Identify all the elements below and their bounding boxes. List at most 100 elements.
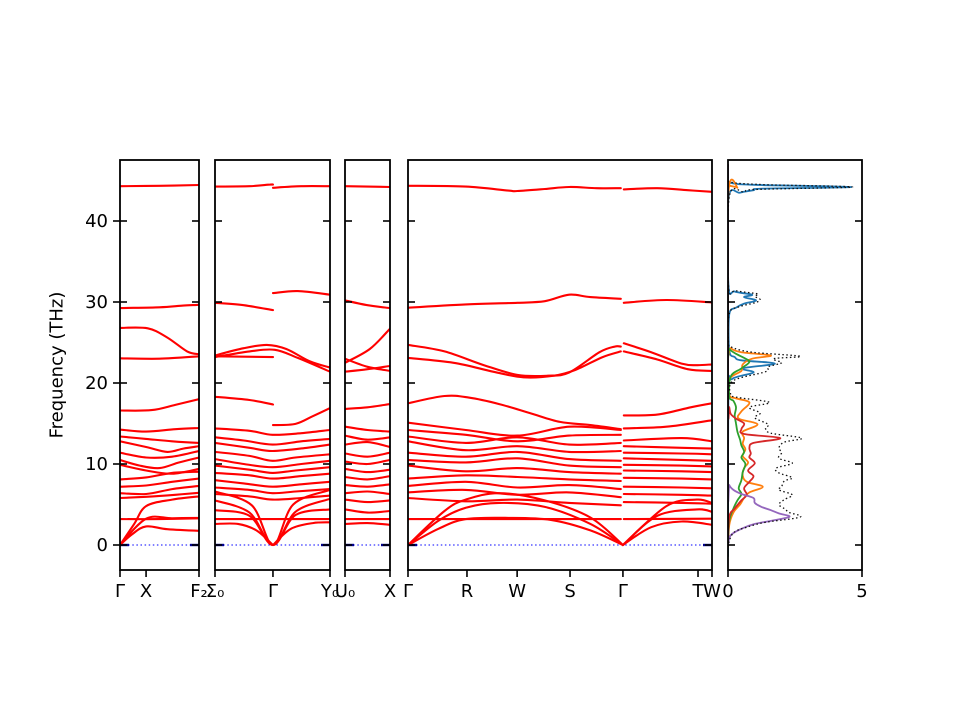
phonon-band xyxy=(215,492,330,501)
phonon-band xyxy=(215,471,330,480)
dos-x-tick-label: 0 xyxy=(722,581,733,602)
phonon-band xyxy=(622,350,712,372)
phonon-band xyxy=(622,298,712,304)
phonon-band xyxy=(120,477,199,488)
kpoint-label: Y₀ xyxy=(320,581,339,602)
kpoint-label: Γ xyxy=(115,581,125,602)
phonon-band xyxy=(622,437,712,443)
phonon-band xyxy=(345,451,390,458)
panel-frame xyxy=(119,159,200,571)
total-dos xyxy=(728,164,854,547)
phonon-band xyxy=(408,440,622,454)
phonon-band xyxy=(120,449,199,459)
y-tick-label: 10 xyxy=(85,454,108,475)
phonon-band xyxy=(120,355,199,360)
phonon-band xyxy=(408,501,624,547)
y-tick-label: 20 xyxy=(85,373,108,394)
kpoint-label: Γ xyxy=(268,581,278,602)
phonon-band xyxy=(622,501,712,505)
phonon-band xyxy=(622,402,712,417)
phonon-band xyxy=(215,497,330,547)
phonon-band xyxy=(622,469,712,474)
phonon-band xyxy=(622,419,712,430)
kpoint-label: W xyxy=(508,581,526,602)
phonon-band xyxy=(215,348,330,373)
kpoint-label: S xyxy=(564,581,575,602)
phonon-band xyxy=(345,327,390,364)
phonon-band xyxy=(408,421,622,437)
phonon-band xyxy=(408,480,622,491)
phonon-band xyxy=(622,342,712,367)
kpoint-label: Γ xyxy=(618,581,628,602)
phonon-band xyxy=(408,184,622,193)
phonon-band xyxy=(120,484,199,496)
phonon-band xyxy=(622,451,712,456)
phonon-band xyxy=(408,450,622,462)
phonon-band xyxy=(345,458,390,466)
y-tick-label: 40 xyxy=(85,211,108,232)
phonon-band xyxy=(622,492,712,497)
kpoint-label: T xyxy=(692,581,705,602)
phonon-band xyxy=(408,293,622,309)
phonon-band xyxy=(215,427,330,436)
phonon-band xyxy=(408,492,624,547)
phonon-band xyxy=(622,457,712,462)
kpoint-label: X xyxy=(140,581,152,602)
phonon-band xyxy=(621,520,712,547)
phonon-band xyxy=(215,450,330,462)
phonon-band xyxy=(408,474,622,483)
phonon-band xyxy=(345,357,390,372)
phonon-band xyxy=(215,486,330,495)
phonon-band xyxy=(345,185,390,189)
phonon-band xyxy=(215,488,330,547)
phonon-band xyxy=(215,458,330,469)
band-lines xyxy=(345,185,390,526)
phonon-band xyxy=(345,508,390,514)
y-tick-label: 30 xyxy=(85,292,108,313)
phonon-band xyxy=(408,428,622,443)
band-lines xyxy=(215,183,330,547)
phonon-band xyxy=(120,326,199,356)
phonon-band xyxy=(345,483,390,488)
phonon-band xyxy=(408,457,622,469)
pdos-green xyxy=(728,164,751,548)
panel-frame xyxy=(344,159,391,571)
phonon-band xyxy=(215,183,275,188)
phonon-band xyxy=(622,463,712,468)
phonon-band xyxy=(120,515,199,547)
y-axis-label: Frequency (THz) xyxy=(46,291,68,439)
phonon-band xyxy=(345,364,390,373)
phonon-band xyxy=(120,495,199,547)
phonon-band xyxy=(120,491,199,500)
phonon-band xyxy=(271,185,330,189)
phonon-band xyxy=(622,476,712,481)
band-lines xyxy=(120,183,199,547)
kpoint-label: X xyxy=(384,581,396,602)
phonon-band xyxy=(621,508,712,547)
phonon-band xyxy=(408,435,622,446)
phonon-band xyxy=(120,398,199,412)
phonon-band xyxy=(622,485,712,490)
phonon-band xyxy=(622,187,712,193)
kpoint-label: F₂ xyxy=(190,581,208,602)
kpoint-label: Γ xyxy=(403,581,413,602)
panel-frame xyxy=(727,159,863,571)
phonon-band xyxy=(345,403,390,410)
phonon-band xyxy=(215,464,330,474)
phonon-band xyxy=(345,425,390,433)
phonon-band xyxy=(345,475,390,481)
phonon-band xyxy=(215,436,330,446)
phonon-band xyxy=(215,441,330,453)
phonon-band xyxy=(621,498,712,547)
band-lines xyxy=(408,184,712,547)
phonon-band xyxy=(408,516,624,547)
kpoint-label: R xyxy=(461,581,474,602)
pdos-blue xyxy=(728,164,853,558)
kpoint-label: U₀ xyxy=(335,581,355,602)
phonon-band xyxy=(408,464,622,475)
phonon-band xyxy=(120,525,199,547)
phonon-band xyxy=(408,394,622,431)
